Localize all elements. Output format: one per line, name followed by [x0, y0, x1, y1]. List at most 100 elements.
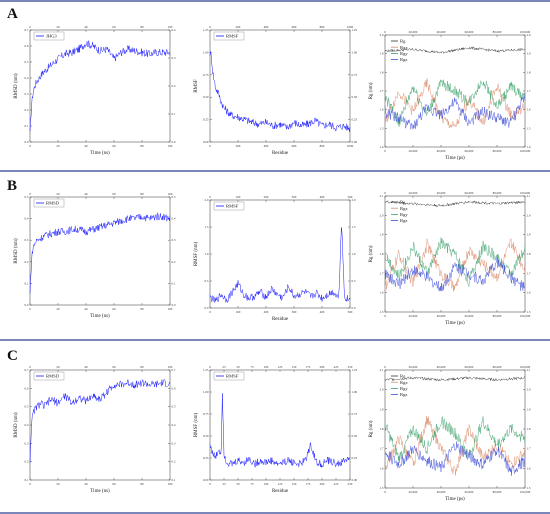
y-tick-label: 2.0	[380, 388, 384, 392]
legend-label: RMSF	[226, 374, 239, 379]
y-tick-label: 2.0	[205, 198, 209, 202]
x-tick-label-top: 80	[140, 192, 144, 196]
x-tick-label-top: 60,000	[465, 30, 474, 35]
series-line-rgz	[384, 256, 526, 292]
x-tick-label-top: 80,000	[493, 365, 502, 370]
legend-label: Rgz	[400, 218, 407, 223]
x-tick-label: 400	[264, 144, 269, 148]
legend-box	[33, 198, 65, 208]
y-tick-label-right: 2.0	[527, 33, 531, 37]
series-line-rgz	[384, 92, 526, 130]
x-tick-label: 200	[320, 482, 325, 486]
x-tick-label-top: 100,000	[520, 30, 531, 35]
y-tick-label: 0.25	[203, 118, 209, 122]
legend-label: Rgy	[400, 212, 408, 217]
x-tick-label-top: 400	[320, 195, 325, 199]
x-tick-label-top: 500	[348, 195, 353, 199]
chart-b-1: 0020204040606080801001000.00.10.20.30.40…	[14, 192, 176, 319]
x-tick-label-top: 80,000	[493, 30, 502, 35]
series-line-rmsf	[209, 393, 351, 469]
x-axis-label: Time (ns)	[90, 314, 110, 319]
y-axis-label: Rg (nm)	[369, 82, 374, 99]
x-tick-label: 1000	[347, 144, 354, 148]
y-tick-label-right: 1.4	[527, 145, 531, 149]
y-tick-label: 2.1	[380, 368, 384, 372]
y-tick-label-right: 0.7	[172, 368, 176, 372]
x-tick-label-top: 100,000	[520, 365, 531, 370]
x-tick-label: 500	[348, 310, 353, 314]
x-tick-label-top: 300	[292, 195, 297, 199]
y-tick-label-right: 0.3	[172, 441, 176, 445]
y-tick-label-right: 1.8	[527, 252, 531, 256]
x-tick-label: 200	[264, 310, 269, 314]
legend-label: Rgy	[400, 386, 408, 391]
x-tick-label: 40	[84, 144, 88, 148]
x-tick-label-top: 0	[209, 25, 211, 29]
x-tick-label: 0	[384, 490, 386, 494]
chart-c-1: 0020204040606080801001000.10.20.30.40.50…	[14, 365, 176, 494]
y-tick-label-right: 0.1	[172, 112, 176, 116]
x-tick-label-top: 100	[236, 195, 241, 199]
y-tick-label: 0.50	[203, 434, 209, 438]
y-tick-label-right: 2.0	[352, 198, 356, 202]
legend-label: Rg	[400, 200, 406, 205]
y-tick-label-right: 0.0	[172, 140, 176, 144]
y-tick-label-right: 1.8	[527, 427, 531, 431]
x-tick-label-top: 0	[209, 195, 211, 199]
y-axis-label: RMSD (nm)	[14, 73, 19, 98]
y-tick-label-right: 1.25	[352, 28, 358, 32]
x-tick-label: 0	[209, 310, 211, 314]
y-tick-label: 0.3	[25, 441, 29, 445]
y-tick-label-right: 1.00	[352, 390, 358, 394]
x-tick-label-top: 20,000	[409, 191, 418, 196]
x-tick-label: 20	[56, 307, 60, 311]
x-tick-label: 0	[209, 144, 211, 148]
y-tick-label: 1.9	[380, 233, 384, 237]
y-tick-label: 0.5	[25, 195, 29, 199]
x-tick-label-top: 40,000	[437, 191, 446, 196]
series-line-rgy	[384, 237, 526, 287]
x-axis-label: Time (ps)	[445, 156, 465, 161]
x-tick-label: 50	[236, 482, 240, 486]
y-tick-label: 0.2	[25, 108, 29, 112]
series-line-rgy	[384, 416, 526, 463]
chart-b-2: 001001002002003003004004005005000.00.51.…	[194, 195, 356, 322]
y-tick-label-right: 1.5	[527, 486, 531, 490]
plot-frame	[29, 196, 171, 306]
x-axis-label: Residue	[272, 489, 289, 494]
y-tick-label: 0.2	[25, 460, 29, 464]
x-tick-label: 200	[236, 144, 241, 148]
x-tick-label-top: 40	[84, 25, 88, 29]
series-line-rgz	[384, 441, 526, 476]
series-line-rmsf	[209, 227, 351, 304]
y-tick-label: 0.6	[25, 386, 29, 390]
x-tick-label: 40,000	[437, 314, 446, 319]
y-tick-label: 0.4	[25, 217, 29, 221]
x-tick-label-top: 20	[56, 365, 60, 369]
y-tick-label-right: 0.75	[352, 412, 358, 416]
x-axis-label: Time (ps)	[445, 321, 465, 326]
x-tick-label: 80	[140, 144, 144, 148]
y-tick-label: 1.7	[380, 447, 384, 451]
x-tick-label-top: 100	[168, 25, 173, 29]
x-tick-label: 20,000	[409, 490, 418, 495]
x-tick-label: 80,000	[493, 490, 502, 495]
y-tick-label: 0.7	[25, 368, 29, 372]
chart-a-1: 0020204040606080801001000.00.10.20.30.40…	[14, 25, 176, 156]
y-tick-label: 0.0	[25, 140, 29, 144]
y-tick-label: 0.25	[203, 456, 209, 460]
y-tick-label: 0.1	[25, 124, 29, 128]
legend-label: Rgz	[400, 392, 407, 397]
legend-box	[213, 201, 245, 211]
legend-label: Rg	[400, 39, 406, 44]
legend-label: RMSF	[226, 204, 239, 209]
x-tick-label-top: 800	[320, 25, 325, 29]
y-tick-label: 0.00	[203, 478, 209, 482]
x-tick-label-top: 80	[140, 25, 144, 29]
x-tick-label: 80	[140, 307, 144, 311]
x-tick-label-top: 0	[29, 25, 31, 29]
y-tick-label-right: 1.5	[527, 310, 531, 314]
y-tick-label: 1.8	[380, 252, 384, 256]
y-tick-label-right: 0.50	[352, 95, 358, 99]
y-tick-label-right: 1.00	[352, 50, 358, 54]
